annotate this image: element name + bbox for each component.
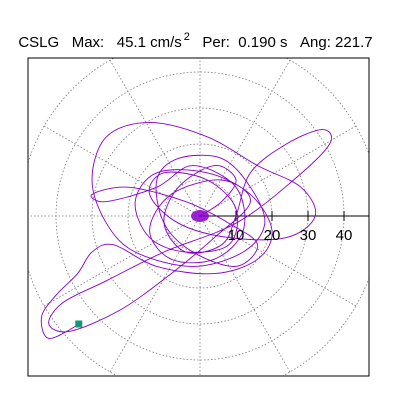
plot-area: 10 20 30 40 [28, 58, 369, 376]
max-label: Max: [71, 34, 105, 51]
orbit-trace [40, 121, 332, 339]
orbit-core [191, 210, 209, 222]
end-point-marker [75, 320, 83, 328]
spoke-150 [43, 125, 201, 217]
station-code: CSLG [18, 34, 60, 51]
radial-tick-label-30: 30 [300, 227, 317, 244]
radial-tick-label-10: 10 [228, 227, 245, 244]
period-label: Per: [202, 34, 230, 51]
angle-value: 221.7 [335, 34, 373, 51]
spoke-240 [109, 215, 201, 373]
max-unit-exponent: 2 [183, 31, 190, 43]
angle-label: Ang: [300, 34, 331, 51]
plot-frame [27, 57, 370, 377]
period-value: 0.190 s [238, 34, 288, 51]
spoke-120 [109, 59, 201, 217]
spoke-30 [199, 125, 357, 217]
max-value: 45.1 cm/s [116, 34, 182, 51]
radial-tick-label-20: 20 [264, 227, 281, 244]
spoke-60 [199, 59, 291, 217]
radial-tick-label-40: 40 [336, 227, 353, 244]
chart-header: CSLG Max: 45.1 cm/s 2 Per: 0.190 s Ang: 2… [10, 14, 373, 51]
